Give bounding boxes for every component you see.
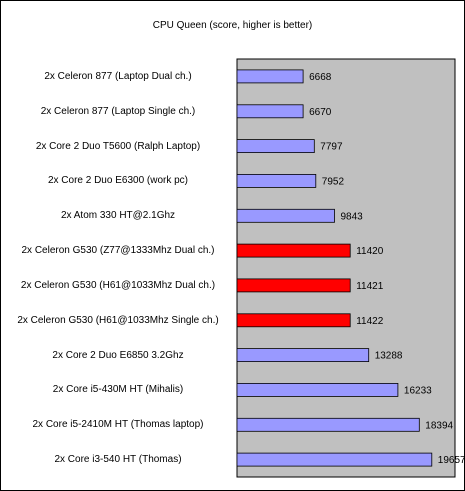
category-label-3: 2x Core 2 Duo E6300 (work pc) [47,175,189,187]
category-label-1: 2x Celeron 877 (Laptop Single ch.) [40,105,196,117]
category-label-7: 2x Celeron G530 (H61@1033Mhz Single ch.) [17,314,219,326]
data-labels: 6668 6670 7797 7952 9843 11420 11421 11422 13288… [309,72,465,466]
bar-5 [236,243,351,258]
data-label-9: 16233 [404,385,432,396]
data-label-1: 6670 [309,107,332,118]
data-label-11: 19657 [438,455,465,466]
data-label-5: 11420 [356,246,384,257]
bar-7 [236,313,351,328]
bar-4 [236,208,335,223]
category-label-10: 2x Core i5-2410M HT (Thomas laptop) [32,419,204,431]
category-label-9: 2x Core i5-430M HT (Mihalis) [52,384,184,396]
data-label-0: 6668 [309,72,332,83]
bar-10 [236,417,420,432]
bar-11 [236,452,433,467]
category-label-6: 2x Celeron G530 (H61@1033Mhz Dual ch.) [20,279,216,291]
data-label-6: 11421 [356,281,384,292]
data-label-10: 18394 [425,420,453,431]
bar-2 [236,139,315,154]
category-label-0: 2x Celeron 877 (Laptop Dual ch.) [44,70,192,82]
data-label-4: 9843 [341,211,364,222]
category-label-8: 2x Core 2 Duo E6850 3.2Ghz [52,349,184,361]
bar-9 [236,382,399,397]
data-label-2: 7797 [320,142,343,153]
plot-area [236,58,456,478]
bar-3 [236,173,317,188]
data-label-3: 7952 [322,176,345,187]
category-label-2: 2x Core 2 Duo T5600 (Ralph Laptop) [35,140,201,152]
category-label-11: 2x Core i3-540 HT (Thomas) [54,454,182,466]
category-label-4: 2x Atom 330 HT@2.1Ghz [60,210,176,222]
chart-title: CPU Queen (score, higher is better) [152,20,313,31]
bar-0 [236,69,304,84]
data-label-8: 13288 [375,351,403,362]
bar-6 [236,278,351,293]
bar-series [236,69,433,467]
data-label-7: 11422 [356,316,384,327]
bar-1 [236,104,304,119]
bar-8 [236,348,370,363]
category-label-5: 2x Celeron G530 (Z77@1333Mhz Dual ch.) [21,245,215,257]
